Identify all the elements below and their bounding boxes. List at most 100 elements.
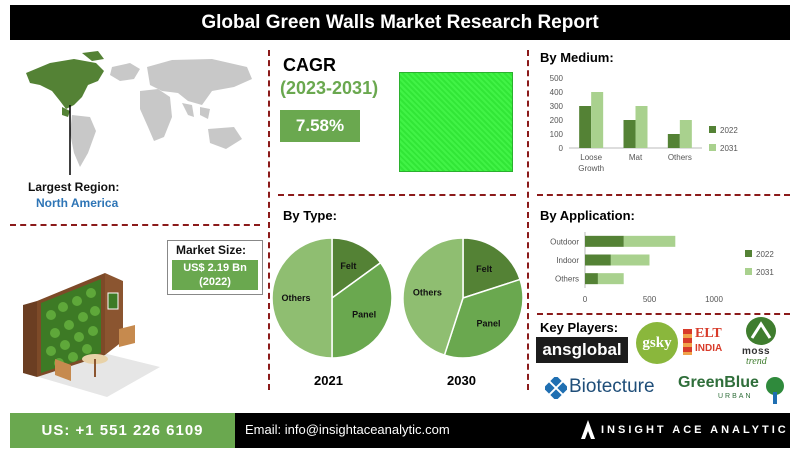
pie-slice <box>271 237 333 359</box>
pie-2030: Felt Panel Others <box>402 237 524 359</box>
insight-ace-logo-icon <box>581 420 595 439</box>
pie-2021-year: 2021 <box>314 373 343 388</box>
by-type-title: By Type: <box>283 208 337 223</box>
cagr-period: (2023-2031) <box>280 78 379 98</box>
app-category-label: Indoor <box>556 256 579 265</box>
medium-ytick: 200 <box>550 116 564 125</box>
greenblue-text: GreenBlue <box>678 374 759 391</box>
medium-bar <box>591 92 604 148</box>
by-application-title: By Application: <box>540 208 635 223</box>
app-legend-label: 2022 <box>756 250 774 259</box>
elt-india-logo: ELT INDIA <box>683 326 731 360</box>
app-bar <box>585 254 611 266</box>
app-bar <box>597 273 624 285</box>
trend-text: trend <box>746 356 767 367</box>
medium-category-label: Mat <box>629 153 643 162</box>
moss-leaf-icon <box>746 317 776 345</box>
pie-slice-label: Panel <box>476 318 500 328</box>
medium-ytick: 300 <box>550 102 564 111</box>
divider-right <box>527 50 529 390</box>
cagr-title: CAGR <box>283 55 336 75</box>
medium-bar <box>679 120 692 148</box>
market-size-box <box>167 240 263 295</box>
pie-slice-label: Others <box>281 293 310 303</box>
green-texture-swatch <box>399 72 513 172</box>
medium-category-label: Others <box>668 153 692 162</box>
elt-logo-text: ELT <box>695 326 722 341</box>
cagr-value: 7.58% <box>280 110 360 142</box>
world-map <box>26 51 252 175</box>
footer-bar <box>235 413 790 448</box>
footer-brand: INSIGHT ACE ANALYTIC <box>601 424 789 436</box>
pie-slice <box>331 261 393 359</box>
pie-slice-label: Felt <box>476 264 492 274</box>
divider-application <box>537 194 790 196</box>
app-bar <box>585 235 624 247</box>
app-xtick: 0 <box>583 295 588 304</box>
biotecture-logo: Biotecture <box>545 374 665 402</box>
medium-legend-label: 2022 <box>720 126 738 135</box>
north-america-shape <box>26 51 104 117</box>
medium-legend-swatch <box>709 144 716 151</box>
elt-bars-icon <box>683 329 692 355</box>
medium-legend-label: 2031 <box>720 144 738 153</box>
pie-slice <box>331 237 382 300</box>
divider-region <box>10 224 260 226</box>
app-bar <box>585 273 598 285</box>
largest-region-label: Largest Region: <box>28 180 120 194</box>
pie-2021: Felt Panel Others <box>271 237 393 359</box>
divider-players <box>537 313 790 315</box>
market-size-amount: US$ 2.19 Bn <box>183 262 247 274</box>
market-size-label: Market Size: <box>176 243 247 257</box>
medium-ytick: 400 <box>550 88 564 97</box>
app-xtick: 1000 <box>705 295 723 304</box>
pie-slice-label: Others <box>413 287 442 297</box>
elt-india-text: INDIA <box>695 343 723 354</box>
market-size-year: (2022) <box>199 276 231 288</box>
medium-bar <box>623 120 636 148</box>
ansglobal-logo: ansglobal <box>536 337 628 363</box>
green-wall-illustration <box>23 273 160 397</box>
divider-left <box>268 50 270 390</box>
pie-slice <box>443 278 524 359</box>
pie-slice <box>462 237 522 300</box>
app-category-label: Others <box>555 275 579 284</box>
largest-region-value: North America <box>36 196 119 210</box>
by-application-chart: Outdoor Indoor Others 0 500 1000 2022 2031 <box>550 232 774 304</box>
biotecture-text: Biotecture <box>569 376 655 397</box>
footer-phone[interactable]: US: +1 551 226 6109 <box>10 413 235 448</box>
app-legend-label: 2031 <box>756 268 774 277</box>
by-type-pies: Felt Panel Others Felt Panel Others <box>271 237 524 359</box>
key-players-title: Key Players: <box>540 320 619 335</box>
pie-2030-year: 2030 <box>447 373 476 388</box>
medium-bar <box>635 106 648 148</box>
medium-category-label: Growth <box>578 164 604 173</box>
medium-category-label: Loose <box>580 153 602 162</box>
app-xtick: 500 <box>643 295 657 304</box>
app-category-label: Outdoor <box>550 237 579 246</box>
pie-slice-label: Panel <box>352 309 376 319</box>
by-medium-title: By Medium: <box>540 50 614 65</box>
moss-text: moss <box>742 346 771 357</box>
greenblue-tree-icon <box>766 377 784 404</box>
moss-trend-logo: moss trend <box>740 316 782 368</box>
urban-text: URBAN <box>718 393 753 400</box>
market-size-value: US$ 2.19 Bn (2022) <box>172 260 258 290</box>
page-title: Global Green Walls Market Research Repor… <box>10 5 790 40</box>
biotecture-diamond-icon <box>545 377 567 399</box>
app-bar <box>623 235 676 247</box>
divider-type <box>278 194 516 196</box>
greenblue-urban-logo: GreenBlue URBAN <box>678 372 788 408</box>
medium-ytick: 0 <box>559 144 564 153</box>
medium-legend-swatch <box>709 126 716 133</box>
app-legend-swatch <box>745 250 752 257</box>
medium-ytick: 100 <box>550 130 564 139</box>
medium-bar <box>667 134 680 148</box>
app-bar <box>610 254 650 266</box>
by-medium-chart: 0 100 200 300 400 500 Loose Growth Mat Others 2022… <box>550 74 739 173</box>
pie-slice <box>402 237 464 357</box>
pie-slice-label: Felt <box>340 261 356 271</box>
medium-bar <box>579 106 592 148</box>
medium-ytick: 500 <box>550 74 564 83</box>
footer-email[interactable]: Email: info@insightaceanalytic.com <box>245 422 450 437</box>
